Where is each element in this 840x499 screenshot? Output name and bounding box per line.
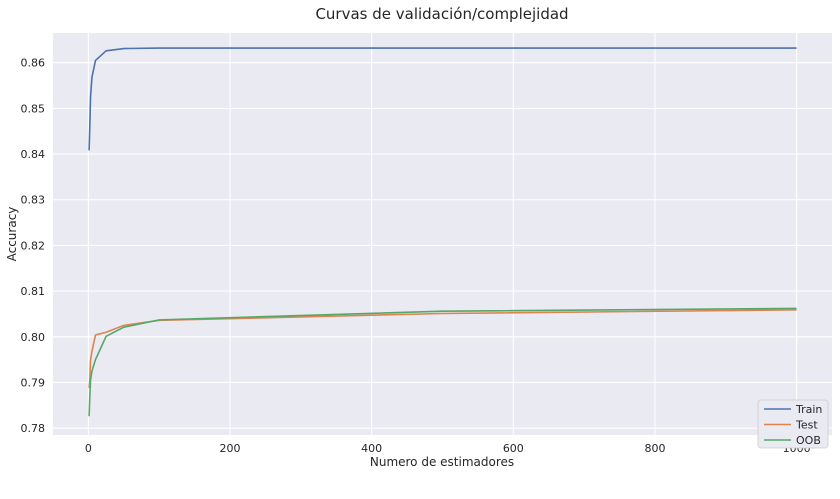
legend: Train Test OOB (757, 399, 829, 449)
x-tick-labels: 0 200 400 600 800 1000 (85, 442, 811, 455)
legend-label-oob: OOB (796, 434, 821, 447)
series-line-oob (88, 307, 797, 417)
y-tick-label: 0.78 (21, 422, 46, 435)
y-tick-label: 0.80 (21, 331, 46, 344)
y-axis-title: Accuracy (5, 207, 19, 262)
x-tick-label: 400 (361, 442, 382, 455)
y-tick-label: 0.84 (21, 148, 46, 161)
legend-label-train: Train (795, 403, 822, 416)
series-line-test (88, 309, 797, 389)
plot-background (53, 33, 832, 435)
x-tick-label: 800 (644, 442, 665, 455)
y-tick-label: 0.85 (21, 102, 46, 115)
y-grid (53, 62, 832, 429)
legend-box (757, 399, 829, 449)
y-tick-label: 0.83 (21, 194, 46, 207)
x-grid (87, 33, 798, 435)
series-layer (88, 47, 797, 417)
y-tick-label: 0.79 (21, 376, 46, 389)
x-axis-title: Numero de estimadores (370, 455, 514, 469)
x-tick-label: 200 (220, 442, 241, 455)
y-tick-label: 0.82 (21, 239, 46, 252)
legend-label-test: Test (795, 419, 818, 432)
x-tick-label: 600 (503, 442, 524, 455)
chart-title: Curvas de validación/complejidad (315, 5, 568, 23)
series-line-train (88, 47, 797, 151)
y-tick-label: 0.81 (21, 285, 46, 298)
y-tick-label: 0.86 (21, 57, 46, 70)
x-tick-label: 0 (85, 442, 92, 455)
y-tick-labels: 0.78 0.79 0.80 0.81 0.82 0.83 0.84 0.85 0.86 (21, 57, 46, 435)
